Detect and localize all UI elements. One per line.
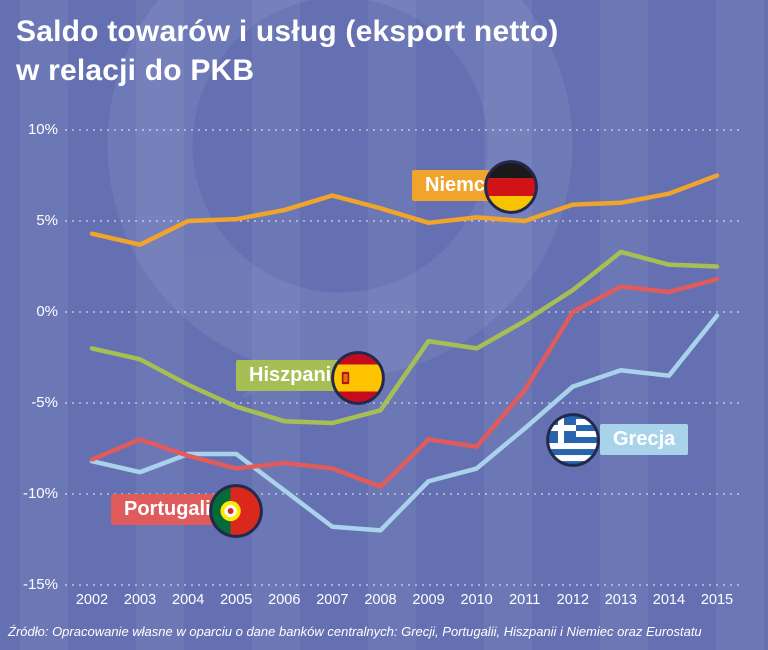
series-line-hiszpania: [89, 249, 720, 426]
series-label-niemcy-text: Niemcy: [425, 174, 497, 196]
x-tick-label-2014: 2014: [652, 592, 686, 608]
x-tick-label-2004: 2004: [172, 592, 205, 608]
series-line-portugalia: [89, 276, 720, 489]
y-tick-label-0%: 0%: [36, 303, 58, 320]
series-label-portugalia-text: Portugalia: [124, 498, 222, 520]
y-tick-label--15%: -15%: [22, 576, 58, 593]
series-label-grecja: Grecja: [600, 424, 689, 455]
series-line-niemcy: [89, 173, 720, 247]
series-label-hiszpania-text: Hiszpania: [249, 364, 343, 386]
x-tick-label-2009: 2009: [412, 592, 445, 608]
source-note: Źródło: Opracowanie własne w oparciu o d…: [8, 624, 702, 639]
y-tick-label-5%: 5%: [36, 212, 58, 229]
y-tick-label-10%: 10%: [27, 121, 58, 138]
y-tick-label--10%: -10%: [22, 485, 58, 502]
series-label-grecja-text: Grecja: [613, 428, 676, 450]
x-tick-label-2005: 2005: [220, 592, 253, 608]
portugal-flag-icon: [209, 484, 263, 538]
page-title: Saldo towarów i usług (eksport netto) w …: [16, 15, 559, 87]
x-tick-label-2012: 2012: [556, 592, 589, 608]
x-tick-label-2015: 2015: [700, 592, 734, 608]
x-tick-label-2002: 2002: [75, 592, 109, 608]
greece-flag-icon: [546, 413, 600, 467]
germany-flag-icon: [484, 160, 538, 214]
x-tick-label-2008: 2008: [364, 592, 397, 608]
x-tick-label-2013: 2013: [604, 592, 637, 608]
x-tick-label-2010: 2010: [460, 592, 493, 608]
x-tick-label-2007: 2007: [316, 592, 349, 608]
y-tick-label--5%: -5%: [31, 394, 58, 411]
spain-flag-icon: [331, 351, 385, 405]
series-line-grecja: [89, 313, 720, 533]
x-tick-label-2006: 2006: [268, 592, 301, 608]
x-tick-label-2003: 2003: [123, 592, 157, 608]
x-tick-label-2011: 2011: [509, 592, 541, 608]
